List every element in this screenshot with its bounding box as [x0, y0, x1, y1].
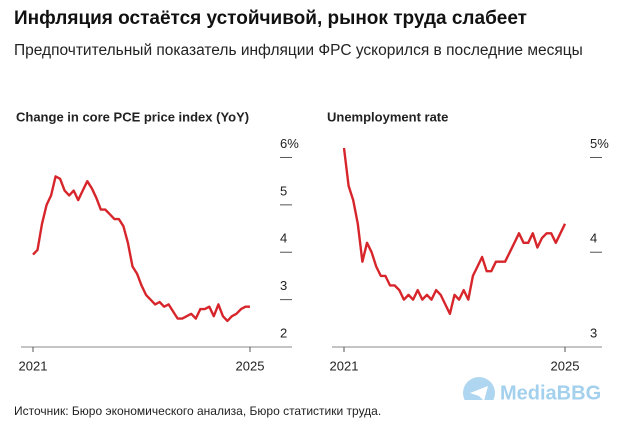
x-tick-label: 2021 — [330, 358, 359, 373]
y-tick-label: 6% — [280, 136, 299, 151]
y-tick-label: 2 — [280, 325, 287, 340]
title: Инфляция остаётся устойчивой, рынок труд… — [14, 8, 527, 29]
y-tick-label: 4 — [280, 231, 287, 246]
x-tick-label: 2025 — [551, 358, 580, 373]
y-tick-label: 4 — [590, 231, 597, 246]
x-tick-label: 2021 — [19, 358, 48, 373]
chart-title: Unemployment rate — [327, 109, 448, 124]
x-tick-label: 2025 — [236, 358, 265, 373]
watermark-plane — [470, 386, 488, 400]
charts: MediaBBG Change in core PCE price index … — [16, 109, 609, 400]
subtitle: Предпочтительный показатель инфляции ФРС… — [14, 42, 583, 59]
chart-title: Change in core PCE price index (YoY) — [16, 109, 249, 124]
line — [342, 147, 567, 315]
watermark-text: MediaBBG — [500, 382, 601, 400]
y-tick-label: 3 — [280, 278, 287, 293]
watermark — [463, 377, 495, 400]
y-tick-label: 3 — [590, 325, 597, 340]
y-tick-label: 5% — [590, 136, 609, 151]
y-tick-label: 5 — [280, 183, 287, 198]
source: Источник: Бюро экономического анализа, Б… — [14, 404, 382, 418]
watermark-icon — [463, 377, 495, 400]
line — [32, 175, 250, 323]
